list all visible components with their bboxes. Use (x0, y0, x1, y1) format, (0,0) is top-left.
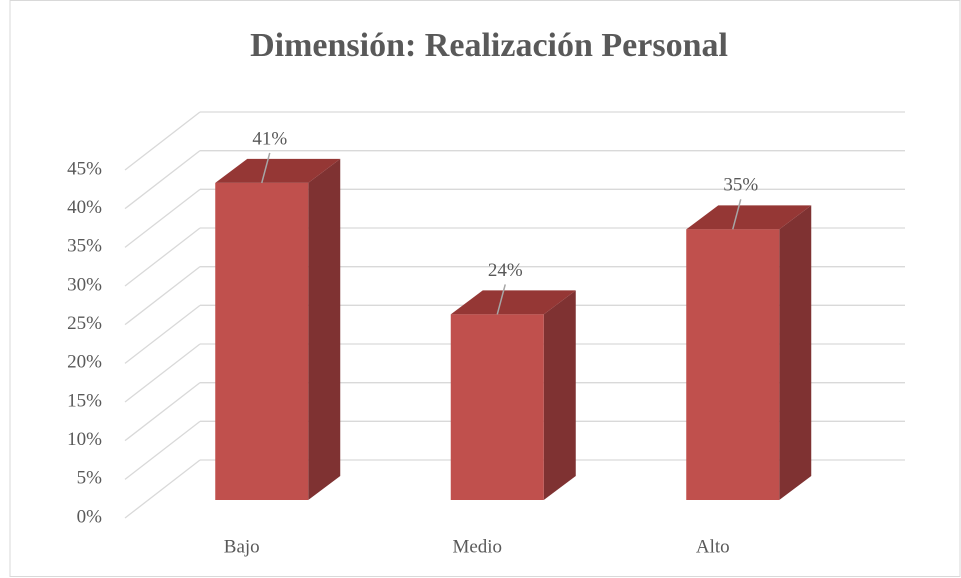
bar-side (779, 205, 812, 501)
y-tick-label: 0% (77, 506, 103, 527)
y-tick-label: 15% (67, 390, 102, 411)
data-label: 41% (252, 128, 287, 149)
bar-side (543, 290, 576, 500)
grid-line (124, 266, 201, 326)
y-tick-label: 35% (67, 236, 102, 257)
chart-title: Dimensión: Realización Personal (250, 27, 728, 64)
data-label: 35% (723, 175, 758, 196)
y-tick-label: 40% (67, 197, 102, 218)
bar (686, 229, 780, 501)
grid-line (124, 382, 201, 442)
x-tick-label: Medio (452, 536, 502, 557)
leader-line (496, 284, 506, 315)
bar-top (450, 290, 576, 315)
bar (450, 314, 544, 500)
y-tick-label: 10% (67, 429, 102, 450)
grid-line (124, 304, 201, 364)
leader-line (732, 199, 742, 230)
data-label: 24% (488, 260, 523, 281)
y-tick-label: 30% (67, 274, 102, 295)
bar-top (215, 158, 341, 183)
bar (215, 182, 309, 500)
bar-top (686, 205, 812, 230)
y-tick-label: 20% (67, 352, 102, 373)
grid-line (124, 343, 201, 403)
y-tick-label: 25% (67, 313, 102, 334)
grid-line (124, 459, 201, 519)
grid-line (124, 227, 201, 287)
leader-line (261, 152, 271, 184)
grid-line (124, 111, 201, 171)
grid-line (124, 420, 201, 480)
y-tick-label: 5% (77, 468, 103, 489)
grid-line (124, 150, 201, 210)
bar-side (308, 158, 341, 500)
x-tick-label: Bajo (224, 536, 260, 557)
x-tick-label: Alto (696, 536, 730, 557)
y-tick-label: 45% (67, 158, 102, 179)
grid-line (124, 188, 201, 248)
